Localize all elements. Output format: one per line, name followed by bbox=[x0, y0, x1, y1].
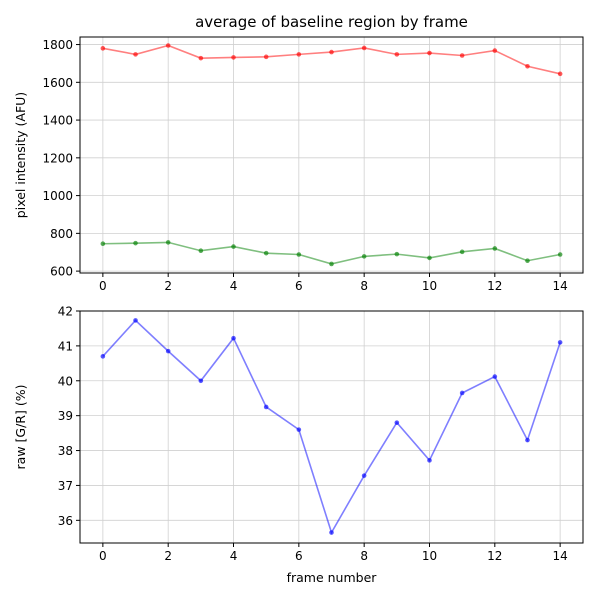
data-point bbox=[198, 248, 204, 254]
data-point bbox=[492, 246, 498, 251]
data-point bbox=[100, 354, 106, 359]
data-point bbox=[459, 390, 465, 396]
y-tick-label: 1600 bbox=[42, 76, 73, 90]
data-point bbox=[427, 458, 432, 463]
data-point bbox=[198, 378, 204, 384]
y-tick-label: 37 bbox=[58, 479, 73, 493]
y-tick-label: 800 bbox=[50, 227, 73, 241]
data-point bbox=[296, 252, 302, 257]
data-point bbox=[165, 348, 171, 354]
data-point bbox=[165, 240, 171, 245]
data-point bbox=[165, 43, 171, 48]
data-point bbox=[427, 255, 432, 261]
data-point bbox=[133, 318, 138, 323]
data-point bbox=[361, 473, 367, 478]
chart-title: average of baseline region by frame bbox=[195, 13, 468, 31]
data-point bbox=[231, 244, 236, 249]
plot-frame bbox=[79, 310, 584, 544]
data-point bbox=[329, 49, 334, 55]
x-tick-label: 0 bbox=[99, 279, 107, 293]
data-point bbox=[100, 241, 106, 247]
x-tick-label: 14 bbox=[552, 279, 567, 293]
data-point bbox=[329, 530, 334, 535]
data-point bbox=[263, 404, 269, 410]
data-point bbox=[525, 63, 530, 69]
x-tick-label: 8 bbox=[360, 279, 368, 293]
x-tick-label: 8 bbox=[360, 549, 368, 563]
data-point bbox=[525, 437, 530, 443]
x-tick-label: 2 bbox=[164, 549, 172, 563]
data-point bbox=[492, 374, 498, 379]
data-point bbox=[263, 54, 269, 60]
y-tick-label: 38 bbox=[58, 444, 73, 458]
y-axis-label: raw [G/R] (%) bbox=[13, 385, 28, 470]
y-tick-label: 36 bbox=[58, 514, 73, 528]
data-point bbox=[394, 420, 400, 425]
data-point bbox=[361, 45, 367, 51]
data-point bbox=[459, 53, 465, 58]
data-point bbox=[198, 55, 204, 61]
x-tick-label: 6 bbox=[295, 549, 303, 563]
x-tick-label: 6 bbox=[295, 279, 303, 293]
y-tick-label: 39 bbox=[58, 409, 73, 423]
data-point bbox=[459, 249, 465, 255]
data-point bbox=[231, 55, 236, 60]
series-line-1 bbox=[102, 241, 561, 265]
x-tick-label: 12 bbox=[487, 549, 502, 563]
x-axis-label: frame number bbox=[287, 570, 378, 585]
y-axis-label: pixel intensity (AFU) bbox=[13, 92, 28, 218]
y-tick-label: 1800 bbox=[42, 38, 73, 52]
data-point bbox=[427, 50, 432, 56]
x-tick-label: 4 bbox=[230, 279, 238, 293]
top-chart: 0 2 4 6 8 10 12 14 600 800 1000 1200 1400 1600 1800 ave… bbox=[13, 13, 584, 293]
y-tick-label: 1200 bbox=[42, 151, 73, 165]
y-tick-label: 42 bbox=[58, 305, 73, 319]
data-point bbox=[133, 52, 138, 57]
data-point bbox=[557, 71, 563, 77]
data-point bbox=[296, 52, 302, 57]
x-tick-label: 12 bbox=[487, 279, 502, 293]
x-tick-label: 10 bbox=[422, 279, 437, 293]
y-tick-label: 1000 bbox=[42, 189, 73, 203]
series-line-0 bbox=[102, 319, 561, 535]
data-point bbox=[557, 340, 563, 345]
data-point bbox=[100, 46, 106, 51]
x-tick-label: 2 bbox=[164, 279, 172, 293]
x-tick-label: 14 bbox=[552, 549, 567, 563]
x-tick-label: 0 bbox=[99, 549, 107, 563]
series-line-0 bbox=[102, 44, 561, 75]
data-point bbox=[557, 252, 563, 257]
data-point bbox=[525, 258, 530, 264]
bottom-chart: 0 2 4 6 8 10 12 14 36 37 38 39 40 41 42 raw [G/R] (%) fr… bbox=[13, 305, 584, 585]
data-point bbox=[231, 335, 236, 341]
data-point bbox=[296, 427, 302, 432]
x-tick-label: 4 bbox=[230, 549, 238, 563]
plot-frame bbox=[79, 36, 584, 274]
data-point bbox=[492, 48, 498, 53]
y-tick-label: 1400 bbox=[42, 114, 73, 128]
data-point bbox=[263, 250, 269, 256]
x-tick-label: 10 bbox=[422, 549, 437, 563]
data-point bbox=[361, 254, 367, 259]
y-tick-label: 41 bbox=[58, 339, 73, 353]
y-tick-label: 600 bbox=[50, 265, 73, 279]
data-point bbox=[133, 240, 138, 246]
y-tick-label: 40 bbox=[58, 374, 73, 388]
data-point bbox=[394, 52, 400, 57]
data-point bbox=[394, 251, 400, 257]
data-point bbox=[329, 261, 334, 267]
